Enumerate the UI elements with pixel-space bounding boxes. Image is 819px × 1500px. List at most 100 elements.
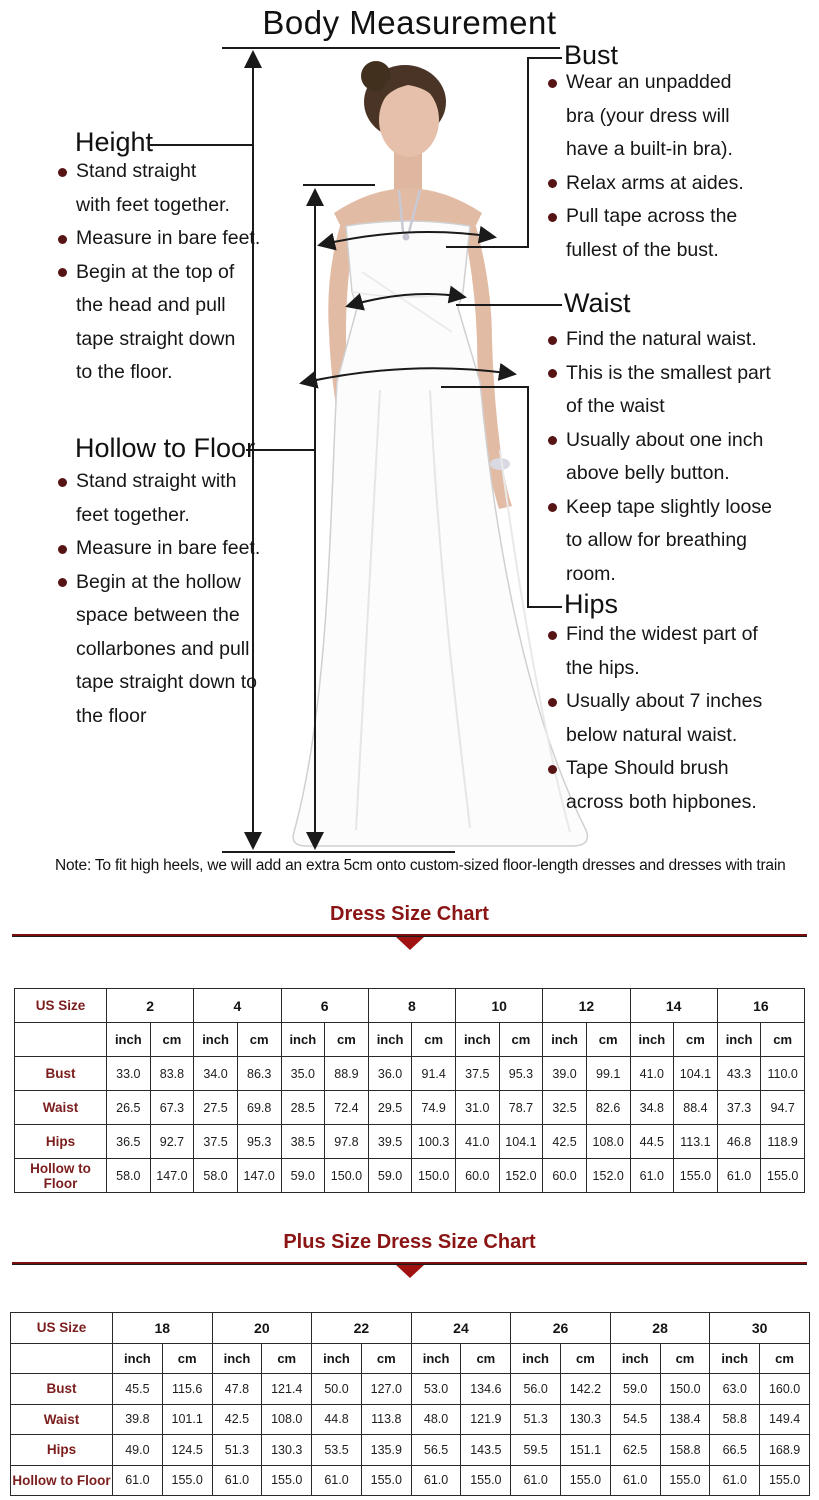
table-cell: inch (367, 1022, 413, 1057)
table-cell: 124.5 (161, 1434, 213, 1466)
table-cell: 121.4 (261, 1373, 313, 1405)
table-cell: 62.5 (609, 1434, 661, 1466)
table-cell: Hips (10, 1434, 113, 1466)
table-cell: 33.0 (106, 1056, 151, 1091)
table-cell: 155.0 (759, 1464, 810, 1496)
table-cell: 113.1 (673, 1124, 718, 1159)
bullet-line: the head and pull (76, 294, 226, 316)
bullet-line: Wear an unpadded (547, 66, 744, 100)
table-cell: 92.7 (149, 1124, 195, 1159)
table-cell: 147.0 (149, 1158, 195, 1193)
table-cell: 16 (716, 988, 806, 1023)
table-cell: 43.3 (716, 1056, 762, 1091)
table-cell: 130.3 (261, 1434, 313, 1466)
table-cell: cm (659, 1342, 711, 1374)
dress-size-chart-table: US Size 2 4 6 8 10 12 14 16 inch cm inch cm inch cm inc… (14, 988, 806, 1193)
table-cell: inch (280, 1022, 326, 1057)
section-title-hollow-to-floor: Hollow to Floor (75, 433, 256, 463)
table-cell: 28.5 (280, 1090, 326, 1125)
section-title-waist: Waist (564, 288, 631, 318)
table-cell: 152.0 (585, 1158, 631, 1193)
table-row: Hollow to Floor 58.0 147.0 58.0 147.0 59.0 150… (14, 1158, 805, 1193)
table-cell: 51.3 (510, 1403, 562, 1435)
table-row: US Size 2 4 6 8 10 12 14 16 (14, 988, 806, 1023)
table-cell: 61.0 (112, 1464, 163, 1496)
table-cell: 108.0 (261, 1403, 313, 1435)
table-cell: 94.7 (760, 1090, 805, 1125)
table-cell: 113.8 (360, 1403, 412, 1435)
table-cell: 82.6 (585, 1090, 631, 1125)
table-cell: 104.1 (498, 1124, 544, 1159)
bullet-line: Begin at the top of (57, 256, 260, 290)
bullet-line: Keep tape slightly loose (547, 491, 772, 525)
table-cell: 60.0 (542, 1158, 587, 1193)
table-cell: 4 (193, 988, 282, 1023)
table-cell: 61.0 (709, 1464, 761, 1496)
table-cell: 63.0 (709, 1373, 761, 1405)
bullet-line: the hips. (566, 656, 640, 679)
table-cell: 14 (629, 988, 718, 1023)
table-cell: cm (324, 1022, 369, 1057)
table-cell: 118.9 (760, 1124, 805, 1159)
table-cell: 155.0 (360, 1464, 412, 1496)
table-cell: inch (542, 1022, 587, 1057)
table-cell: 61.0 (629, 1158, 675, 1193)
table-cell: 66.5 (709, 1434, 761, 1466)
table-row: Hollow to Floor 61.0 155.0 61.0 155.0 61.0 155… (10, 1464, 810, 1496)
table-row: inch cm inch cm inch cm inch cm inch cm inch cm inch… (10, 1342, 810, 1374)
table-cell: US Size (10, 1312, 113, 1344)
table-cell: 155.0 (161, 1464, 213, 1496)
table-cell: 26 (510, 1312, 611, 1344)
table-cell: 59.0 (609, 1373, 661, 1405)
table-cell: 12 (542, 988, 631, 1023)
bullet-line: tape straight down (76, 327, 236, 350)
bullet-line: to the floor. (76, 361, 173, 383)
bullet-line: room. (566, 562, 616, 585)
bullet-line: Find the natural waist. (547, 323, 772, 357)
table-cell: 20 (211, 1312, 313, 1344)
bullet-line: Stand straight with (57, 465, 260, 499)
table-row: Hips 49.0 124.5 51.3 130.3 53.5 135.9 56.5 143.5… (10, 1434, 810, 1466)
table-row: Waist 26.5 67.3 27.5 69.8 28.5 72.4 29.5 74.9 31.… (14, 1090, 805, 1125)
table-cell: inch (455, 1022, 500, 1057)
table-cell: inch (106, 1022, 151, 1057)
table-cell: 36.0 (367, 1056, 413, 1091)
note-text: Note: To fit high heels, we will add an … (55, 857, 786, 874)
bullet-line: bra (your dress will (566, 104, 730, 127)
table-row: Waist 39.8 101.1 42.5 108.0 44.8 113.8 48.0 121.… (10, 1403, 810, 1435)
table-cell: 152.0 (498, 1158, 544, 1193)
table-cell: 83.8 (149, 1056, 195, 1091)
table-cell: 44.8 (311, 1403, 362, 1435)
table-cell: 18 (112, 1312, 213, 1344)
table-cell: cm (236, 1022, 282, 1057)
table-cell: 58.0 (193, 1158, 238, 1193)
table-cell: 58.0 (106, 1158, 151, 1193)
bullet-line: This is the smallest part (547, 357, 772, 391)
table-cell: cm (360, 1342, 412, 1374)
table-cell: 61.0 (609, 1464, 661, 1496)
table-cell: 86.3 (236, 1056, 282, 1091)
bullet-line: the floor (76, 704, 147, 727)
table-cell: Waist (14, 1090, 107, 1125)
bullet-line: have a built-in bra). (566, 138, 733, 160)
table-cell: 155.0 (560, 1464, 611, 1496)
table-cell: 38.5 (280, 1124, 326, 1159)
table-cell: 59.0 (367, 1158, 413, 1193)
triangle-down-icon (395, 1265, 424, 1278)
bust-instructions: Wear an unpadded bra (your dress will have… (547, 66, 744, 267)
table-cell: Bust (14, 1056, 107, 1091)
waist-instructions: Find the natural waist. This is the small… (547, 323, 772, 591)
divider-line (12, 934, 807, 950)
table-cell: 135.9 (360, 1434, 412, 1466)
table-cell: 2 (105, 988, 195, 1023)
table-cell: 45.5 (112, 1373, 163, 1405)
table-cell: 34.0 (193, 1056, 238, 1091)
table-cell: 42.5 (211, 1403, 263, 1435)
table-cell: 134.6 (460, 1373, 512, 1405)
table-cell: 10 (454, 988, 544, 1023)
table-cell: 29.5 (367, 1090, 413, 1125)
table-cell: inch (112, 1342, 163, 1374)
table-cell: inch (510, 1342, 562, 1374)
table-cell: Hips (14, 1124, 107, 1159)
